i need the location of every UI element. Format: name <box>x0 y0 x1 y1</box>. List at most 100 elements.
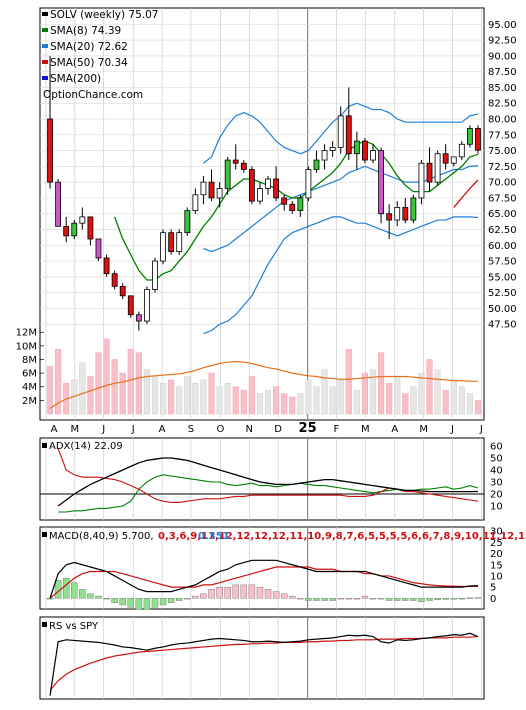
volume-bar <box>361 372 369 415</box>
macd-histogram-bar <box>313 598 320 601</box>
x-month-label: A <box>391 424 398 435</box>
volume-bar <box>402 393 409 415</box>
macd-histogram-bar <box>151 598 159 608</box>
volume-bar <box>329 386 336 415</box>
rs-panel-frame <box>39 616 485 700</box>
band-lower-line <box>203 216 479 335</box>
volume-bar <box>79 362 86 415</box>
price-tick-label: 50.00 <box>488 304 517 315</box>
price-tick-label: 52.50 <box>488 288 517 299</box>
volume-bar <box>394 376 401 415</box>
volume-bar <box>369 369 377 415</box>
volume-bar <box>281 393 288 415</box>
x-month-label: N <box>246 424 253 435</box>
legend-entry: SMA(50) 70.34 <box>50 57 128 69</box>
macd-line <box>49 559 478 599</box>
volume-bar <box>248 376 255 415</box>
macd-histogram-bar <box>127 598 135 608</box>
macd-histogram-bar <box>135 598 143 610</box>
macd-histogram-bar <box>474 597 482 599</box>
volume-bar <box>434 369 441 415</box>
macd-histogram-bar <box>216 586 223 599</box>
price-tick-label: 55.00 <box>488 272 517 283</box>
macd-histogram-bar <box>337 598 344 600</box>
volume-bar <box>386 383 393 415</box>
candle-body <box>87 216 94 240</box>
rs-legend-swatch <box>42 622 47 627</box>
volume-bar <box>313 386 320 415</box>
candle-body <box>362 140 368 161</box>
candle-body <box>184 210 191 234</box>
volume-bar <box>264 389 272 415</box>
price-tick-label: 60.00 <box>488 241 517 252</box>
macd-histogram-bar <box>450 598 457 600</box>
rs-average-line <box>49 635 479 691</box>
candle-body <box>345 115 352 155</box>
macd-histogram-bar <box>46 598 54 600</box>
rs-label: RS vs SPY <box>49 621 99 632</box>
candle-body <box>418 162 425 199</box>
macd-histogram-bar <box>184 598 191 600</box>
x-month-label: J <box>101 424 105 435</box>
price-tick-label: 72.50 <box>488 162 517 173</box>
macd-histogram-bar <box>111 598 118 603</box>
macd-histogram-bar <box>426 598 433 601</box>
macd-histogram-bar <box>240 584 248 599</box>
adx-tick-label: 50 <box>490 454 503 465</box>
volume-bar <box>426 359 433 415</box>
candle-body <box>305 169 312 199</box>
volume-bar <box>208 372 215 415</box>
macd-tick-label: 10 <box>490 571 503 582</box>
x-month-label: 25 <box>299 421 317 436</box>
macd-tick-label: 0 <box>490 594 496 605</box>
x-month-label: A <box>51 424 58 435</box>
macd-histogram-bar <box>95 595 102 599</box>
candle-body <box>426 162 433 183</box>
watermark-text: OptionChance.com <box>43 89 143 101</box>
volume-bar <box>151 376 159 415</box>
adx-tick-label: 30 <box>490 478 503 489</box>
legend-entry: SOLV (weekly) 75.07 <box>50 9 158 21</box>
candle-body <box>240 162 247 170</box>
macd-histogram-bar <box>280 593 288 599</box>
legend-swatch <box>42 28 48 32</box>
x-month-label: J <box>131 424 135 435</box>
volume-bar <box>442 389 449 415</box>
macd-histogram-bar <box>103 598 110 600</box>
rs-line <box>49 632 479 696</box>
legend-entry: SMA(200) <box>50 73 101 85</box>
candle-body <box>353 140 360 155</box>
volume-bar <box>216 386 223 415</box>
price-tick-label: 80.00 <box>488 115 517 126</box>
adx-legend-swatch <box>42 443 47 448</box>
macd-histogram-bar <box>119 598 126 606</box>
macd-histogram-bar <box>167 598 175 603</box>
candle-body <box>257 188 263 202</box>
candle-body <box>289 203 296 211</box>
macd-histogram-bar <box>321 598 328 601</box>
volume-bar <box>200 379 207 415</box>
price-tick-label: 65.00 <box>488 209 517 220</box>
candle-body <box>55 181 62 227</box>
macd-signal-value: 0,3,6,9,11,12,12,12,12,11,10,9,8,7,6,5,5… <box>158 531 526 542</box>
volume-bar <box>450 379 457 415</box>
candle-body <box>378 150 384 215</box>
candle-body <box>273 178 280 199</box>
candle-body <box>313 159 320 170</box>
volume-tick-label: 12M <box>16 328 37 339</box>
candle-body <box>475 128 481 151</box>
volume-bar <box>103 338 110 415</box>
volume-bar <box>119 372 126 415</box>
x-month-label: F <box>334 424 340 435</box>
adx-tick-label: 40 <box>490 466 503 477</box>
candle-body <box>216 188 223 199</box>
macd-histogram-bar <box>208 589 215 599</box>
price-tick-label: 87.50 <box>488 67 517 78</box>
x-month-label: S <box>188 424 194 435</box>
legend-swatch <box>42 12 48 16</box>
macd-histogram-bar <box>329 598 336 601</box>
macd-label: MACD(8,40,9) 5.700, <box>49 531 154 542</box>
candle-body <box>450 156 457 164</box>
